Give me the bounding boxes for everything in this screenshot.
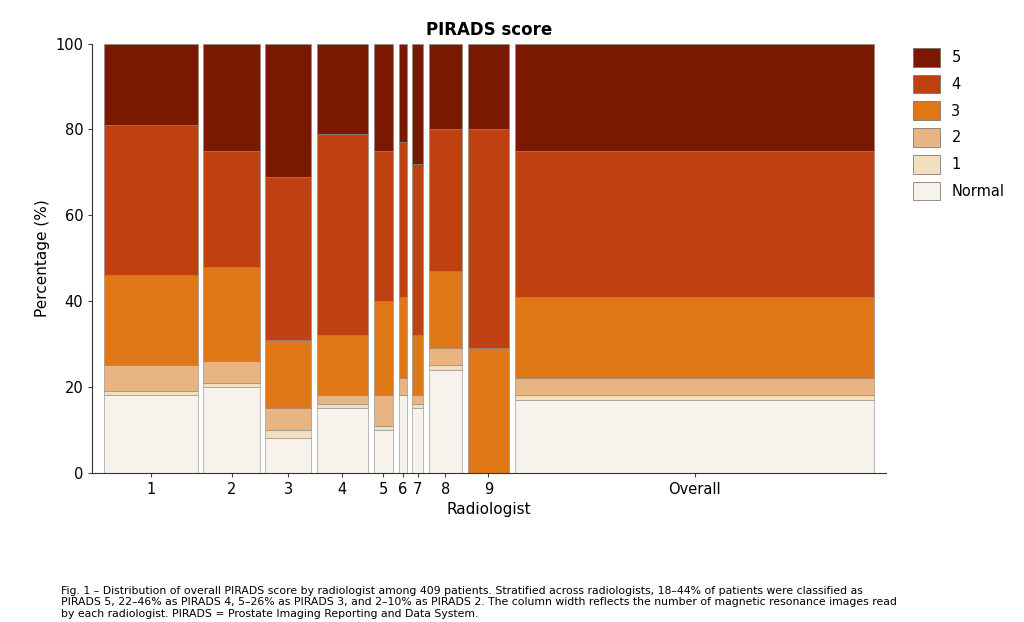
Text: Fig. 1 – Distribution of overall PIRADS score by radiologist among 409 patients.: Fig. 1 – Distribution of overall PIRADS … [61, 586, 897, 619]
Bar [316, 408, 368, 473]
Bar [515, 378, 874, 396]
Bar [374, 44, 393, 151]
Bar [316, 404, 368, 408]
Title: PIRADS score: PIRADS score [426, 21, 552, 39]
Bar [103, 391, 198, 396]
Bar [103, 44, 198, 125]
Bar [204, 387, 260, 473]
Bar [316, 396, 368, 404]
Bar [265, 340, 311, 408]
X-axis label: Radiologist: Radiologist [446, 503, 531, 518]
Bar [429, 271, 462, 348]
Y-axis label: Percentage (%): Percentage (%) [35, 199, 49, 317]
Bar [265, 408, 311, 430]
Bar [204, 267, 260, 361]
Bar [374, 425, 393, 430]
Bar [515, 297, 874, 378]
Bar [398, 396, 407, 473]
Bar [413, 396, 423, 404]
Bar [265, 44, 311, 177]
Bar [374, 301, 393, 396]
Bar [413, 408, 423, 473]
Bar [413, 44, 423, 164]
Bar [515, 396, 874, 400]
Bar [204, 44, 260, 151]
Bar [316, 335, 368, 396]
Bar [103, 365, 198, 391]
Bar [103, 396, 198, 473]
Bar [413, 404, 423, 408]
Bar [103, 276, 198, 365]
Bar [515, 400, 874, 473]
Bar [374, 430, 393, 473]
Bar [398, 297, 407, 378]
Bar [515, 44, 874, 151]
Bar [265, 177, 311, 340]
Bar [429, 129, 462, 271]
Bar [316, 44, 368, 134]
Bar [468, 348, 509, 473]
Bar [429, 365, 462, 369]
Bar [204, 383, 260, 387]
Legend: 5, 4, 3, 2, 1, Normal: 5, 4, 3, 2, 1, Normal [909, 44, 1009, 205]
Bar [204, 151, 260, 267]
Bar [204, 361, 260, 383]
Bar [429, 348, 462, 365]
Bar [316, 134, 368, 335]
Bar [429, 369, 462, 473]
Bar [398, 378, 407, 396]
Bar [265, 439, 311, 473]
Bar [265, 430, 311, 439]
Bar [413, 164, 423, 335]
Bar [468, 129, 509, 348]
Bar [374, 396, 393, 425]
Bar [103, 125, 198, 276]
Bar [398, 44, 407, 142]
Bar [468, 44, 509, 129]
Bar [374, 151, 393, 301]
Bar [413, 335, 423, 396]
Bar [398, 142, 407, 297]
Bar [515, 151, 874, 297]
Bar [429, 44, 462, 129]
